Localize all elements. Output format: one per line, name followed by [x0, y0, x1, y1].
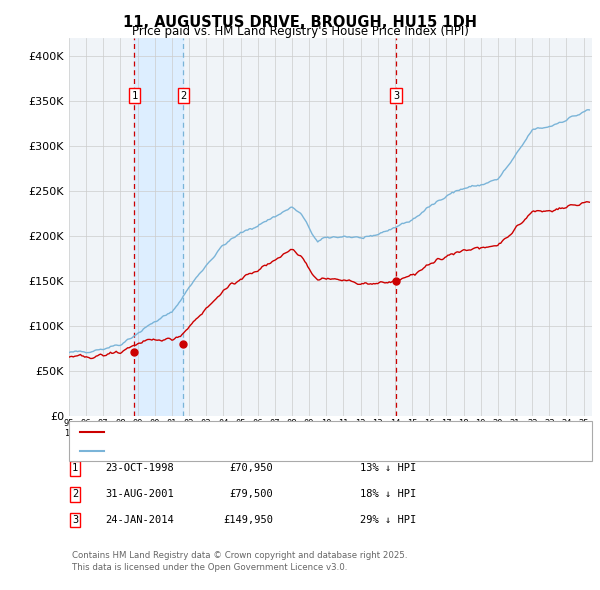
Text: 2: 2 [72, 490, 78, 499]
Text: 1: 1 [131, 91, 137, 101]
Text: 11, AUGUSTUS DRIVE, BROUGH, HU15 1DH (detached house): 11, AUGUSTUS DRIVE, BROUGH, HU15 1DH (de… [108, 427, 409, 437]
Text: 29% ↓ HPI: 29% ↓ HPI [360, 516, 416, 525]
Text: £149,950: £149,950 [223, 516, 273, 525]
Text: 3: 3 [393, 91, 399, 101]
Text: £79,500: £79,500 [229, 490, 273, 499]
Text: This data is licensed under the Open Government Licence v3.0.: This data is licensed under the Open Gov… [72, 563, 347, 572]
Text: HPI: Average price, detached house, East Riding of Yorkshire: HPI: Average price, detached house, East… [108, 445, 404, 455]
Bar [134, 38, 183, 416]
Text: Contains HM Land Registry data © Crown copyright and database right 2025.: Contains HM Land Registry data © Crown c… [72, 551, 407, 560]
Text: 23-OCT-1998: 23-OCT-1998 [105, 464, 174, 473]
Text: £70,950: £70,950 [229, 464, 273, 473]
Text: 24-JAN-2014: 24-JAN-2014 [105, 516, 174, 525]
Text: 18% ↓ HPI: 18% ↓ HPI [360, 490, 416, 499]
Text: 1: 1 [72, 464, 78, 473]
Text: 13% ↓ HPI: 13% ↓ HPI [360, 464, 416, 473]
Text: 11, AUGUSTUS DRIVE, BROUGH, HU15 1DH: 11, AUGUSTUS DRIVE, BROUGH, HU15 1DH [123, 15, 477, 30]
Text: 2: 2 [180, 91, 187, 101]
Text: 3: 3 [72, 516, 78, 525]
Text: 31-AUG-2001: 31-AUG-2001 [105, 490, 174, 499]
Text: Price paid vs. HM Land Registry's House Price Index (HPI): Price paid vs. HM Land Registry's House … [131, 25, 469, 38]
